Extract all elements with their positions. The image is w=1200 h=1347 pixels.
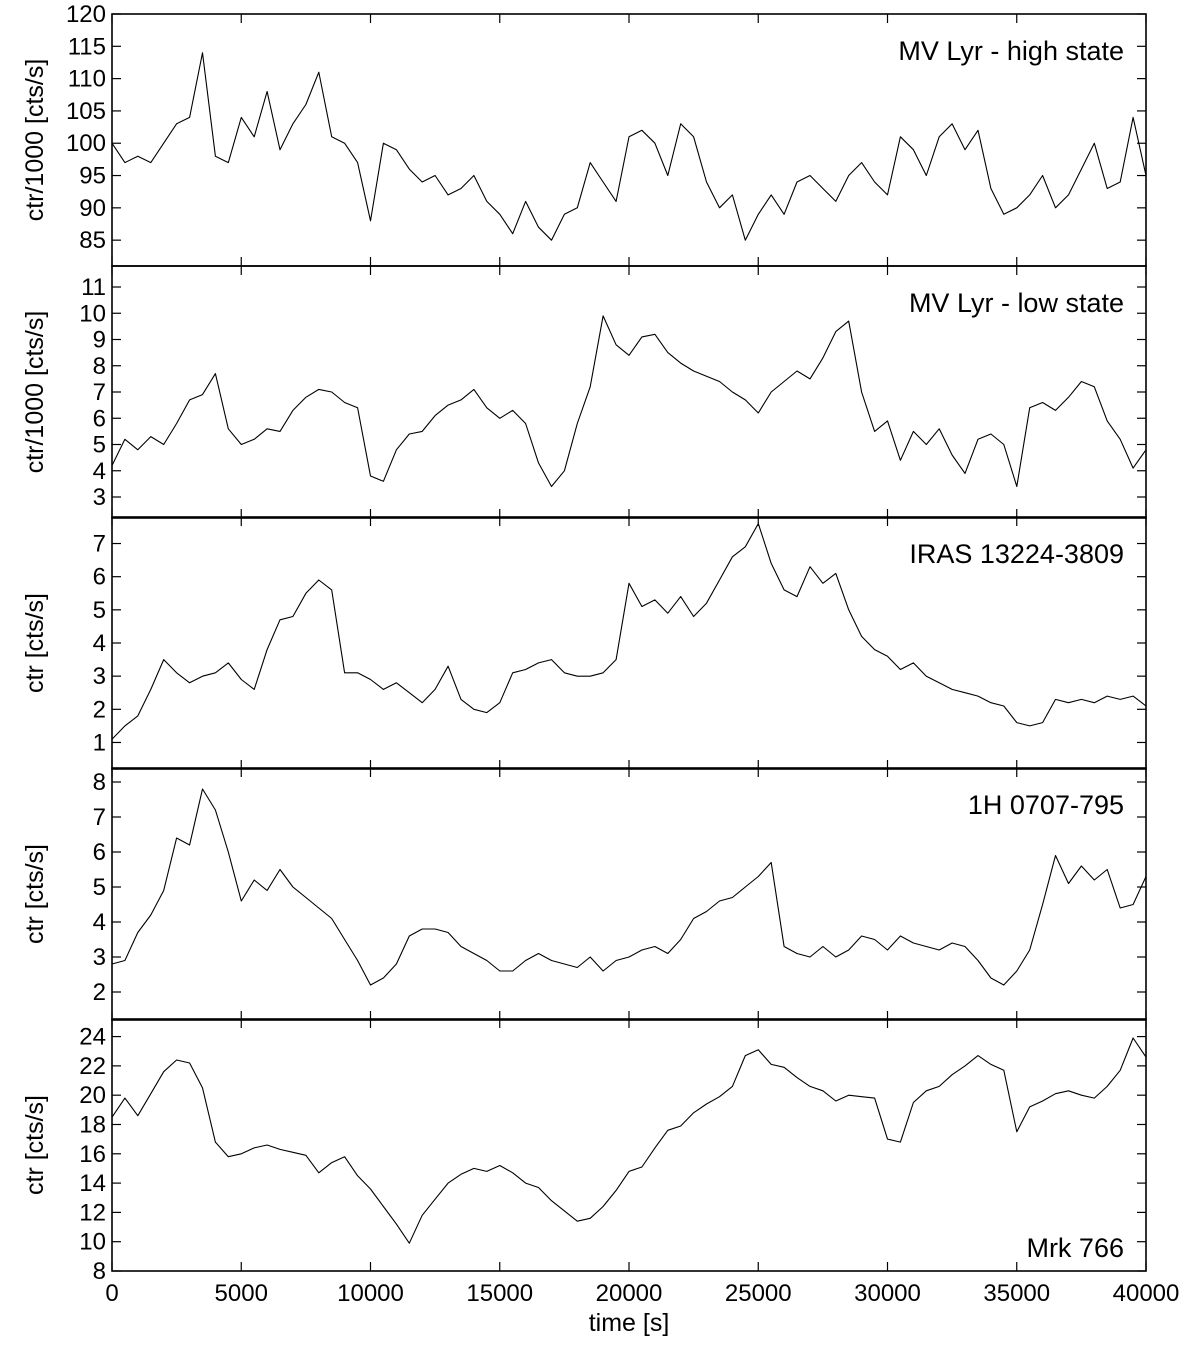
x-tick-label: 40000	[1113, 1280, 1180, 1307]
panel-label: MV Lyr - high state	[898, 36, 1124, 66]
y-tick-label: 16	[79, 1141, 106, 1168]
y-tick-label: 7	[93, 379, 106, 406]
x-tick-label: 30000	[854, 1280, 921, 1307]
panel-4: 2 3 4 5 6 7 8 ctr [cts/s] 1H 0707-795	[21, 767, 1147, 1021]
y-tick-label: 18	[79, 1111, 106, 1138]
panel-label: Mrk 766	[1026, 1233, 1124, 1263]
y-tick-label: 11	[81, 274, 106, 301]
x-tick-label: 15000	[466, 1280, 533, 1307]
y-tick-label: 5	[93, 597, 106, 624]
y-tick-label: 2	[93, 696, 106, 723]
shared-x-axis: time [s] 0 5000 10000 15000 20000 25000 30000 3…	[105, 1280, 1179, 1337]
y-tick-label: 14	[79, 1170, 106, 1197]
y-tick-label: 6	[93, 405, 106, 432]
y-tick-label: 3	[93, 663, 106, 690]
y-tick-label: 8	[93, 353, 106, 380]
y-tick-label: 85	[79, 227, 106, 254]
x-axis-title: time [s]	[589, 1309, 670, 1337]
y-axis-title: ctr [cts/s]	[21, 593, 49, 693]
light-curve-line	[111, 52, 1147, 241]
light-curve-line	[111, 523, 1147, 740]
panel-1: 85 90 95 100 105 110 115 120 ctr/1000 [cts/s] MV …	[21, 1, 1147, 267]
y-tick-label: 8	[93, 769, 106, 796]
y-tick-label: 22	[79, 1053, 106, 1080]
y-tick-label: 90	[79, 195, 106, 222]
light-curve-line	[111, 788, 1147, 986]
y-tick-label: 5	[93, 874, 106, 901]
y-tick-label: 20	[79, 1082, 106, 1109]
x-tick-label: 0	[105, 1280, 118, 1307]
y-tick-label: 105	[66, 98, 106, 125]
x-tick-label: 10000	[337, 1280, 404, 1307]
y-tick-label: 10	[79, 1229, 106, 1256]
y-axis-title: ctr [cts/s]	[21, 1095, 49, 1195]
y-tick-label: 1	[93, 729, 106, 756]
y-tick-label: 24	[79, 1024, 106, 1051]
y-tick-label: 6	[93, 564, 106, 591]
y-tick-label: 95	[79, 163, 106, 190]
light-curve-line	[111, 315, 1147, 488]
y-axis-title: ctr/1000 [cts/s]	[21, 59, 49, 222]
panel-label: MV Lyr - low state	[909, 288, 1124, 318]
y-tick-label: 4	[93, 630, 106, 657]
y-tick-label: 110	[68, 66, 106, 93]
panel-label: 1H 0707-795	[968, 790, 1124, 820]
light-curve-line	[111, 1037, 1147, 1244]
y-tick-label: 10	[79, 300, 106, 327]
y-tick-label: 3	[93, 484, 106, 511]
y-tick-label: 2	[93, 979, 106, 1006]
y-tick-label: 120	[66, 1, 106, 28]
y-axis-title: ctr [cts/s]	[21, 844, 49, 944]
y-tick-label: 7	[93, 804, 106, 831]
x-tick-label: 35000	[983, 1280, 1050, 1307]
y-tick-label: 100	[66, 130, 106, 157]
y-tick-label: 3	[93, 944, 106, 971]
y-tick-label: 115	[68, 33, 106, 60]
y-tick-label: 12	[79, 1199, 106, 1226]
y-tick-label: 9	[93, 327, 106, 354]
x-tick-label: 20000	[596, 1280, 663, 1307]
panel-label: IRAS 13224-3809	[909, 539, 1124, 569]
y-tick-label: 7	[93, 531, 106, 558]
y-tick-label: 4	[93, 909, 106, 936]
panel-3: 1 2 3 4 5 6 7 ctr [cts/s] IRAS 13224-3809	[21, 516, 1147, 770]
y-tick-label: 8	[93, 1258, 106, 1285]
x-tick-label: 25000	[725, 1280, 792, 1307]
y-axis-title: ctr/1000 [cts/s]	[21, 311, 49, 474]
y-tick-label: 6	[93, 839, 106, 866]
x-tick-label: 5000	[215, 1280, 268, 1307]
y-tick-label: 4	[93, 458, 106, 485]
y-tick-label: 5	[93, 432, 106, 459]
